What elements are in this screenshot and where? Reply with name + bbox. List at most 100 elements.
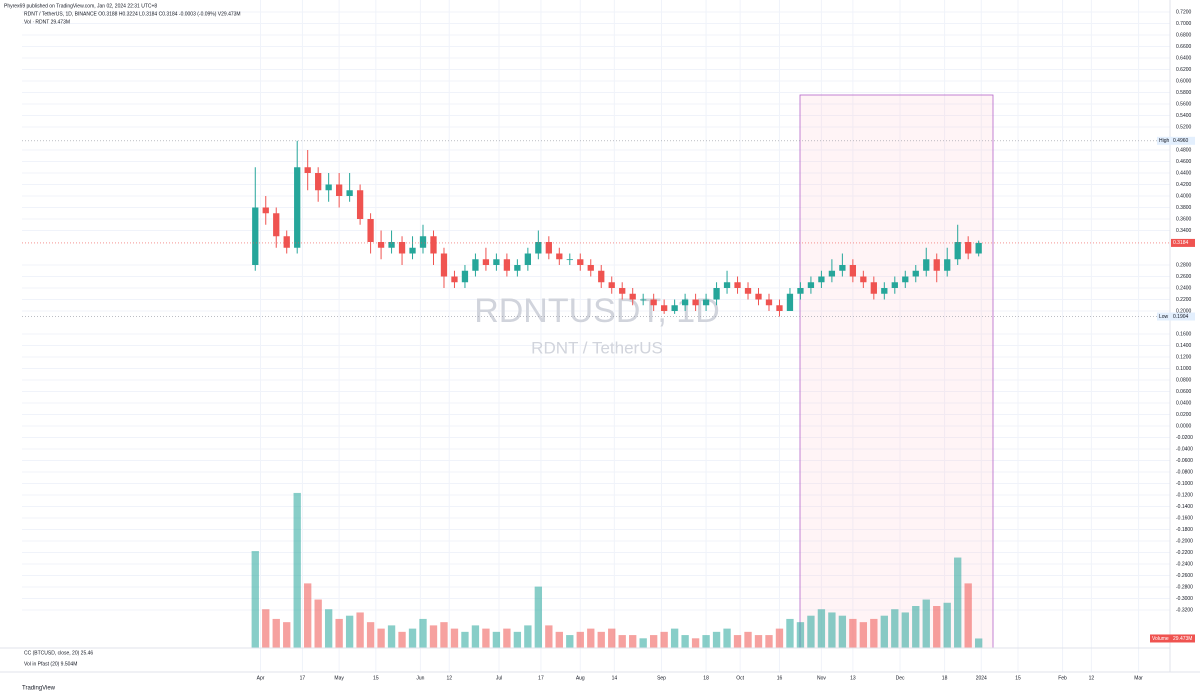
candle-body: [556, 253, 563, 260]
y-tick-label: 0.4400: [1176, 170, 1192, 176]
candle-body: [640, 299, 647, 301]
header-volume: Vol · RDNT 29.473M: [24, 19, 70, 25]
volume-bar: [314, 599, 322, 648]
price-tag: Low: [1159, 314, 1169, 320]
volume-bar: [922, 599, 930, 648]
y-tick-label: -0.1800: [1176, 527, 1193, 533]
candle-body: [786, 293, 794, 311]
candle-body: [661, 305, 668, 311]
volume-bar: [492, 631, 501, 648]
volume-bar: [587, 628, 595, 648]
volume-bar: [723, 628, 731, 648]
volume-bar: [618, 635, 626, 648]
candle-body: [493, 259, 500, 265]
candle-body: [335, 184, 343, 196]
volume-bar: [765, 635, 773, 648]
y-tick-label: -0.2000: [1176, 538, 1193, 544]
volume-bar: [597, 631, 605, 648]
y-tick-label: 0.2200: [1176, 297, 1192, 303]
volume-bar: [744, 631, 752, 648]
volume-bar: [345, 615, 354, 648]
candle-body: [692, 299, 699, 306]
y-tick-label: 0.6800: [1176, 32, 1192, 38]
candle-body: [461, 270, 469, 283]
y-tick-label: 0.2800: [1176, 262, 1192, 268]
x-tick-label: Jun: [416, 675, 424, 681]
candle-body: [629, 293, 636, 300]
volume-bar: [419, 618, 427, 648]
candle-body: [598, 270, 605, 283]
candle-body: [965, 242, 972, 254]
volume-bar: [660, 631, 668, 648]
candle-body: [797, 288, 804, 294]
y-tick-label: 0.4200: [1176, 182, 1192, 188]
candle-body: [482, 259, 490, 265]
x-tick-label: May: [334, 675, 344, 681]
candle-body: [346, 190, 353, 196]
candle-body: [566, 259, 573, 261]
volume-bar: [681, 635, 689, 648]
volume-bar: [482, 628, 490, 648]
candle-body: [713, 288, 720, 300]
volume-bar: [408, 628, 417, 648]
y-tick-label: 0.5600: [1176, 101, 1192, 107]
candle-body: [881, 288, 888, 294]
candle-body: [535, 242, 542, 254]
candle-body: [755, 293, 762, 300]
y-tick-label: 0.1000: [1176, 366, 1192, 372]
volume-bar: [608, 628, 616, 648]
candle-body: [514, 265, 521, 271]
watermark-title: RDNTUSDT, 1D: [474, 292, 720, 330]
candle-body: [870, 282, 877, 294]
x-tick-label: 15: [1015, 675, 1021, 681]
y-tick-label: 0.0800: [1176, 377, 1192, 383]
y-tick-label: 0.2000: [1176, 308, 1192, 314]
volume-bar: [566, 635, 574, 648]
candle-body: [367, 219, 374, 242]
x-tick-label: Oct: [736, 675, 744, 681]
candle-body: [702, 299, 710, 306]
indicator: CC (BTCUSD, close, 20) 25.46: [24, 650, 93, 656]
volume-bar: [576, 631, 584, 648]
marks: [22, 140, 1170, 648]
candle-body: [419, 236, 427, 248]
volume-bar: [503, 628, 511, 648]
y-tick-label: 0.5400: [1176, 113, 1192, 119]
y-tick-label: 0.6600: [1176, 44, 1192, 50]
candle-body: [409, 247, 416, 254]
candle-body: [776, 305, 783, 311]
y-tick-label: 0.0400: [1176, 400, 1192, 406]
volume-bar: [786, 618, 794, 648]
indicator: Vol in Pfast (20) 9.504M: [24, 661, 77, 667]
price-label: 0.1904: [1173, 314, 1189, 320]
volume-bar: [964, 583, 972, 648]
volume-bar: [733, 635, 742, 648]
candle-body: [315, 173, 322, 191]
x-tick-label: 18: [942, 675, 948, 681]
y-tick-label: -0.1400: [1176, 504, 1193, 510]
candle-body: [954, 242, 961, 260]
y-tick-label: -0.1000: [1176, 481, 1193, 487]
volume-bar: [838, 615, 847, 648]
y-tick-label: -0.3200: [1176, 607, 1193, 613]
candle-body: [912, 270, 919, 277]
x-tick-label: 12: [446, 675, 452, 681]
x-tick-label: Jul: [496, 675, 502, 681]
y-tick-label: -0.2400: [1176, 561, 1193, 567]
volume-bar: [429, 625, 438, 648]
y-tick-label: -0.1200: [1176, 492, 1193, 498]
x-tick-label: 13: [850, 675, 856, 681]
x-tick-label: 12: [1089, 675, 1095, 681]
volume-bar: [534, 586, 543, 648]
volume-bar: [471, 625, 480, 648]
candle-body: [283, 236, 290, 248]
highlight-box: [799, 94, 994, 649]
y-tick-label: -0.0600: [1176, 458, 1193, 464]
candle-body: [273, 213, 280, 237]
x-tick-label: Sep: [657, 675, 666, 681]
price-label: 0.4960: [1173, 138, 1189, 144]
candle-body: [818, 276, 825, 283]
y-tick-label: 0.1400: [1176, 343, 1192, 349]
candle-body: [765, 299, 773, 306]
y-tick-label: 0.1600: [1176, 331, 1192, 337]
